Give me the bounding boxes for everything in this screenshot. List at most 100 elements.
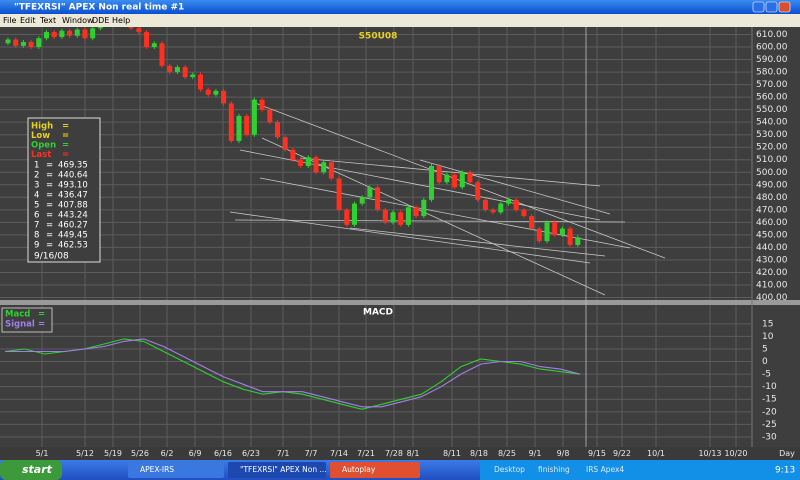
menu-item[interactable]: Text	[39, 16, 56, 25]
candle	[190, 74, 196, 78]
candle	[128, 27, 134, 29]
info-row-number: 5	[34, 201, 39, 211]
price-tick-label: 540.00	[756, 118, 788, 128]
maximize-button[interactable]	[765, 1, 778, 13]
window-title: "TFEXRSI" APEX Non real time #1	[14, 3, 184, 13]
date-label: 8/11	[443, 449, 461, 458]
task-button[interactable]	[128, 462, 224, 478]
candle	[490, 209, 496, 213]
tray-item[interactable]: Desktop	[494, 465, 525, 474]
candle	[498, 203, 504, 213]
menu-item[interactable]: Help	[112, 16, 130, 25]
date-label: 7/21	[357, 449, 375, 458]
menu-item[interactable]: File	[3, 16, 16, 25]
candle	[67, 30, 73, 36]
info-field: Low	[31, 131, 50, 141]
macd-tick-label: 10	[762, 332, 774, 342]
info-equals: =	[62, 131, 69, 141]
date-label: 6/9	[189, 449, 202, 458]
candle	[144, 32, 150, 48]
price-tick-label: 420.00	[756, 268, 788, 278]
candle	[413, 207, 419, 217]
info-row-equals: =	[46, 161, 53, 171]
info-row-number: 1	[34, 161, 39, 171]
date-label: 5/1	[36, 449, 49, 458]
candle	[259, 99, 265, 110]
macd-legend	[1, 307, 53, 333]
candle	[5, 39, 11, 44]
candle	[20, 42, 26, 46]
candle	[459, 172, 465, 188]
candle	[436, 166, 442, 183]
candle	[182, 67, 188, 78]
candle	[90, 28, 96, 39]
date-label: 8/25	[498, 449, 516, 458]
date-label: 6/23	[242, 449, 260, 458]
date-label: 10/20	[724, 449, 747, 458]
candle	[429, 166, 434, 200]
candle	[529, 216, 535, 229]
menu-item[interactable]: Window	[62, 16, 94, 25]
candle	[421, 199, 427, 217]
candle	[444, 174, 450, 183]
tray-item[interactable]: IRS Apex4	[586, 465, 624, 474]
task-button[interactable]	[330, 462, 420, 478]
start-button[interactable]	[0, 460, 62, 480]
price-tick-label: 550.00	[756, 105, 788, 115]
candle	[97, 27, 103, 29]
price-tick-label: 460.00	[756, 218, 788, 228]
minimize-button[interactable]	[752, 1, 765, 13]
candle	[136, 28, 142, 33]
info-row-number: 8	[34, 231, 39, 241]
candle	[559, 228, 565, 235]
info-field: High	[31, 122, 53, 132]
date-label: 8/18	[470, 449, 488, 458]
info-equals: =	[62, 141, 69, 151]
candle	[313, 157, 319, 173]
price-tick-label: 590.00	[756, 55, 788, 65]
macd-line	[4, 338, 581, 410]
menu-item[interactable]: DDE	[92, 16, 109, 25]
price-tick-label: 560.00	[756, 93, 788, 103]
task-label: Autoplay	[342, 465, 376, 474]
date-label: 5/12	[76, 449, 94, 458]
price-tick-label: 400.00	[756, 293, 788, 303]
candle	[82, 29, 88, 39]
macd-tick-label: -20	[762, 407, 777, 417]
date-label: 9/22	[613, 449, 631, 458]
candle	[275, 122, 280, 138]
candle	[375, 187, 381, 210]
legend-name: Signal	[5, 320, 35, 330]
candle	[328, 162, 334, 179]
date-label: 9/1	[529, 449, 542, 458]
legend-equals: =	[38, 310, 45, 320]
candle	[321, 162, 327, 173]
candle	[51, 32, 57, 38]
price-panel	[0, 27, 800, 300]
info-row-number: 9	[34, 241, 39, 251]
info-row-equals: =	[46, 171, 53, 181]
price-tick-label: 490.00	[756, 180, 788, 190]
close-button[interactable]	[778, 1, 791, 13]
info-row-equals: =	[46, 201, 53, 211]
tray-item[interactable]: finishing	[538, 465, 570, 474]
candle	[359, 197, 365, 204]
tray	[480, 460, 800, 480]
date-label: 8/1	[407, 449, 420, 458]
date-axis	[0, 447, 800, 460]
task-label: APEX-IRS	[140, 465, 174, 474]
info-row-number: 2	[34, 171, 39, 181]
menu-item[interactable]: Edit	[20, 16, 36, 25]
candle	[28, 42, 34, 48]
task-button[interactable]	[228, 462, 326, 478]
date-label: 9/15	[588, 449, 606, 458]
price-tick-label: 610.00	[756, 30, 788, 40]
info-row-number: 4	[34, 191, 39, 201]
info-row-equals: =	[46, 191, 53, 201]
candle	[151, 43, 157, 48]
candle	[567, 228, 573, 245]
price-tick-label: 520.00	[756, 143, 788, 153]
date-label: Day	[779, 449, 795, 458]
candle	[482, 199, 488, 210]
price-tick-label: 470.00	[756, 205, 788, 215]
